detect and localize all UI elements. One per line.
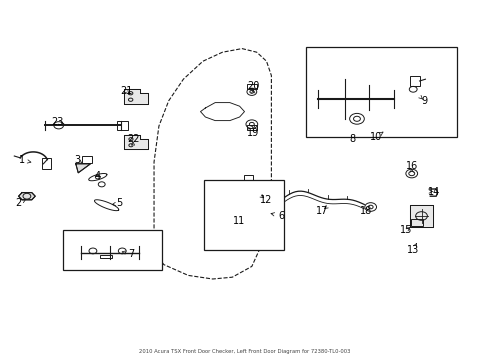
Bar (246, 84, 256, 89)
Polygon shape (230, 211, 244, 218)
Text: 19: 19 (246, 128, 259, 138)
Bar (117, 121, 128, 130)
Text: 1: 1 (19, 155, 25, 165)
Text: 11: 11 (232, 216, 244, 226)
Text: 22: 22 (126, 134, 139, 144)
Text: 4: 4 (95, 171, 101, 181)
Polygon shape (409, 205, 432, 227)
Text: 3: 3 (74, 155, 80, 165)
Text: 5: 5 (117, 198, 122, 208)
Bar (246, 125, 256, 130)
Bar (243, 175, 253, 180)
Text: 20: 20 (246, 81, 259, 91)
Text: 7: 7 (128, 249, 134, 259)
Bar (82, 156, 92, 163)
Text: 18: 18 (359, 206, 371, 216)
Polygon shape (123, 89, 148, 104)
Text: 8: 8 (348, 134, 354, 144)
Bar (41, 158, 51, 169)
Text: 23: 23 (51, 117, 64, 127)
Text: 2010 Acura TSX Front Door Checker, Left Front Door Diagram for 72380-TL0-003: 2010 Acura TSX Front Door Checker, Left … (139, 348, 349, 354)
Bar (409, 76, 419, 86)
Polygon shape (19, 193, 35, 200)
Text: 2: 2 (16, 198, 21, 208)
Text: 10: 10 (369, 132, 382, 142)
Text: 14: 14 (427, 186, 440, 197)
Text: 17: 17 (315, 206, 327, 216)
Bar (305, 47, 456, 137)
Text: 21: 21 (120, 86, 132, 96)
Bar (204, 180, 283, 250)
Bar (409, 205, 432, 227)
Bar (62, 230, 162, 270)
Text: 16: 16 (405, 161, 417, 171)
Bar (410, 219, 422, 226)
Polygon shape (76, 164, 90, 173)
Text: 9: 9 (421, 96, 427, 106)
Text: 13: 13 (406, 245, 419, 255)
Text: 12: 12 (260, 195, 272, 205)
Polygon shape (124, 135, 147, 149)
Bar (100, 255, 112, 258)
Text: 15: 15 (399, 225, 411, 235)
Text: 6: 6 (278, 211, 284, 221)
Bar (409, 205, 432, 227)
